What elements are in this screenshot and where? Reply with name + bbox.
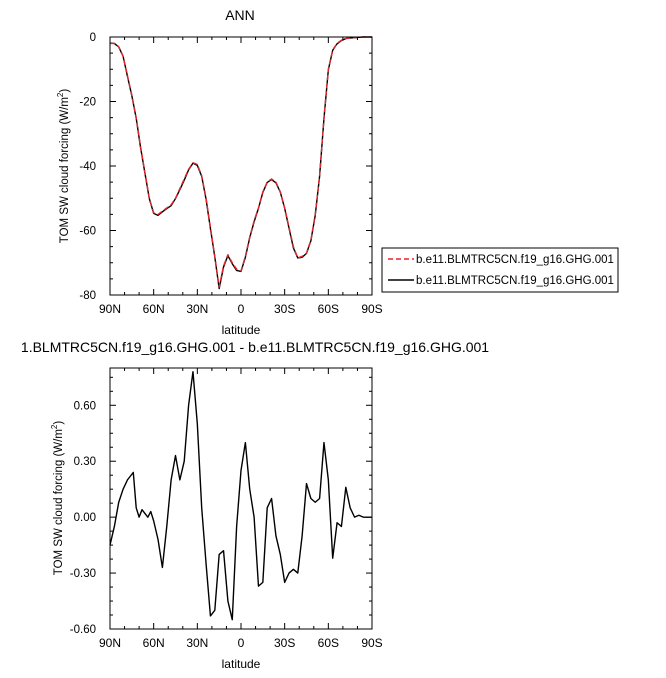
top-panel-x-tick-label: 90N — [99, 302, 121, 316]
top-panel-x-tick-label: 90S — [361, 302, 382, 316]
top-panel-x-tick-label: 60S — [318, 302, 339, 316]
bottom-panel-x-tick-label: 30N — [186, 636, 208, 650]
bottom-panel-x-tick-label: 90N — [99, 636, 121, 650]
top-panel-y-tick-label: 0 — [90, 32, 96, 44]
top-panel-y-tick-label: -60 — [79, 226, 96, 238]
top-panel-y-tick-label: -80 — [79, 290, 96, 302]
bottom-panel-y-axis-label: TOM SW cloud forcing (W/m2) — [50, 421, 65, 576]
top-panel-y-tick-label: -20 — [79, 97, 96, 109]
bottom-panel-y-tick-label: -0.30 — [70, 568, 96, 580]
top-panel-plot-frame — [109, 36, 373, 296]
bottom-panel: 1.BLMTRC5CN.f19_g16.GHG.001 - b.e11.BLMT… — [21, 339, 489, 671]
bottom-panel-title: 1.BLMTRC5CN.f19_g16.GHG.001 - b.e11.BLMT… — [21, 339, 489, 355]
bottom-panel-y-tick-label: -0.60 — [70, 624, 96, 636]
top-panel-series-line-2 — [109, 36, 372, 290]
top-panel-series-line-1 — [110, 36, 372, 288]
top-panel-x-tick-label: 30S — [274, 302, 295, 316]
bottom-panel-x-tick-label: 30S — [274, 636, 295, 650]
legend-label-series-2: b.e11.BLMTRC5CN.f19_g16.GHG.001 — [416, 275, 614, 287]
top-panel-x-axis-label: latitude — [222, 323, 261, 337]
bottom-panel-y-tick-label: 0.30 — [74, 456, 96, 468]
top-panel-legend: b.e11.BLMTRC5CN.f19_g16.GHG.001 b.e11.BL… — [381, 247, 619, 293]
top-panel-x-tick-label: 60N — [143, 302, 165, 316]
bottom-panel-x-axis-label: latitude — [222, 657, 261, 671]
bottom-panel-y-tick-label: 0.00 — [74, 512, 96, 524]
bottom-panel-x-tick-label: 60N — [143, 636, 165, 650]
bottom-panel-plot-frame — [109, 367, 373, 630]
bottom-panel-x-tick-label: 90S — [361, 636, 382, 650]
bottom-panel-series-line-1 — [109, 371, 372, 621]
legend-frame — [381, 247, 619, 293]
top-panel-y-axis-label: TOM SW cloud forcing (W/m2) — [56, 89, 71, 244]
top-panel-title: ANN — [225, 7, 255, 23]
top-panel-y-tick-label: -40 — [79, 161, 96, 173]
bottom-panel-x-tick-label: 60S — [318, 636, 339, 650]
top-panel-x-tick-label: 30N — [186, 302, 208, 316]
bottom-panel-x-tick-label: 0 — [238, 636, 245, 650]
top-panel-x-tick-label: 0 — [238, 302, 245, 316]
legend-label-series-1: b.e11.BLMTRC5CN.f19_g16.GHG.001 — [416, 254, 614, 266]
bottom-panel-y-tick-label: 0.60 — [74, 400, 96, 412]
top-panel: ANN 90N 60N 30N 0 30S 60S 90S 0 -20 -40 -60 -80 lat… — [56, 7, 619, 337]
